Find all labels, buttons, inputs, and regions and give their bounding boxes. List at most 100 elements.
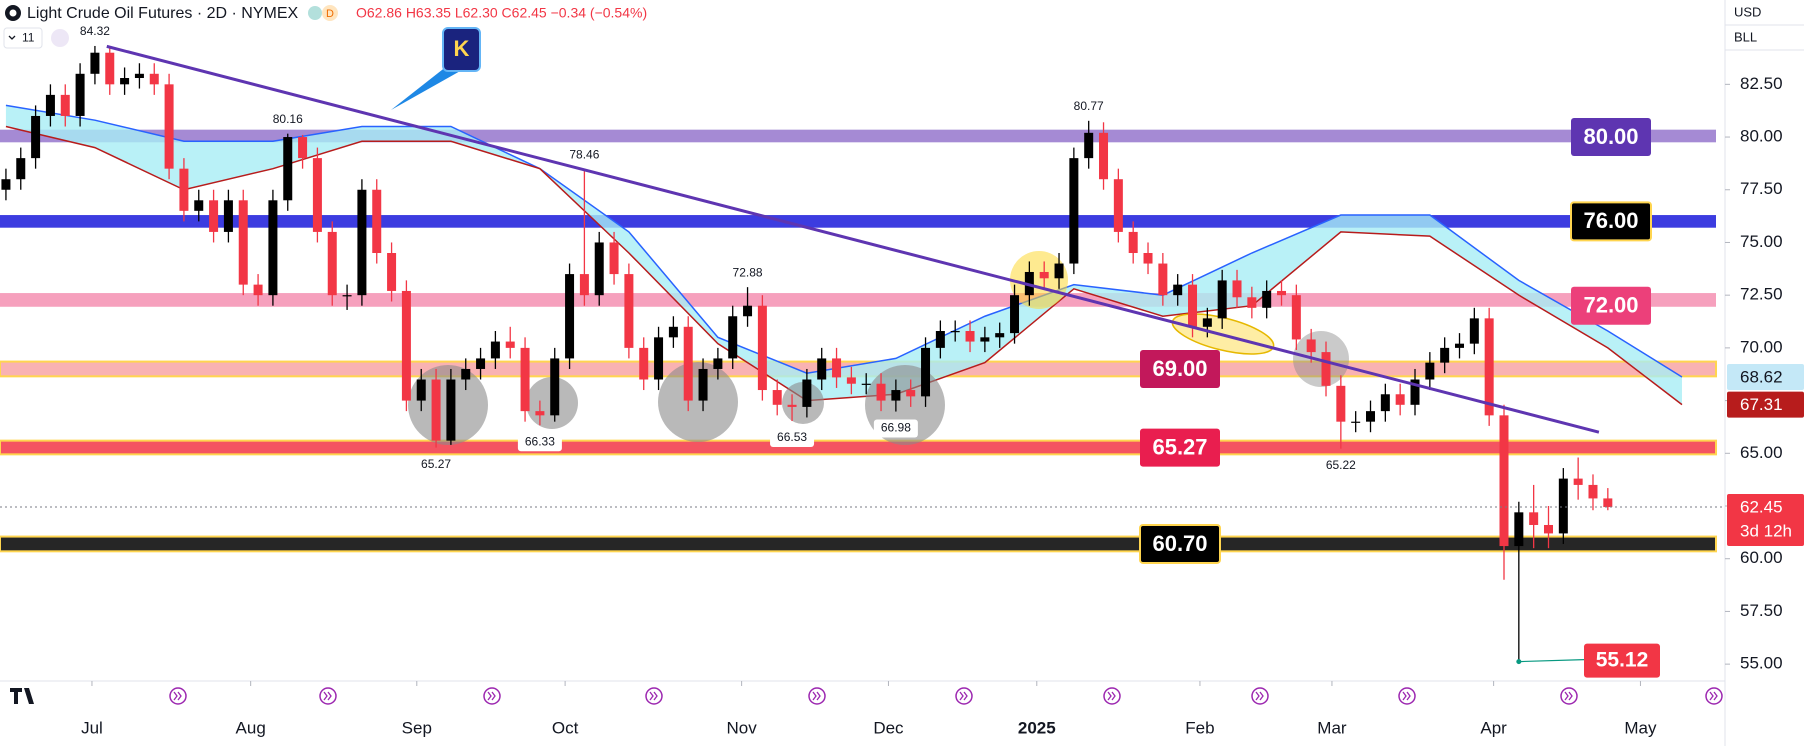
candle-body (357, 189, 367, 296)
candle-body (476, 358, 486, 369)
event-icon[interactable] (169, 687, 187, 705)
candle-body (16, 158, 26, 180)
candle-body (1484, 318, 1494, 416)
candle-body (1173, 284, 1183, 296)
candle-body (490, 341, 500, 359)
candle-body (1202, 318, 1212, 327)
candle-body (387, 253, 397, 291)
indicator-toggle[interactable] (3, 27, 43, 49)
candle-body (31, 115, 41, 159)
candle-body (401, 290, 411, 401)
candle-body (446, 379, 456, 441)
low-label: 66.98 (881, 421, 911, 435)
event-icon-glyph (649, 691, 658, 701)
candle-body (846, 377, 856, 384)
unit[interactable]: BLL (1734, 29, 1757, 44)
logo[interactable] (10, 688, 34, 704)
level-band (0, 535, 1717, 553)
candle-body (1469, 318, 1479, 344)
symbol-title[interactable]: Light Crude Oil Futures · 2D · NYMEX (27, 5, 299, 22)
x-tick-label: May (1624, 718, 1657, 737)
candle-body (1232, 280, 1242, 298)
candle-body (1128, 231, 1138, 254)
level-box (1140, 349, 1220, 388)
candle-body (149, 73, 159, 85)
low-label-bg (414, 455, 459, 474)
event-icon-glyph (812, 691, 821, 701)
level-band (0, 293, 1716, 307)
candle-body (772, 390, 782, 405)
candle-body (283, 137, 293, 201)
candle-body (683, 326, 693, 401)
candle-body (535, 411, 545, 416)
y-tick-label: 77.50 (1740, 179, 1783, 198)
candle-body (1291, 295, 1301, 340)
event-icon[interactable] (1103, 687, 1121, 705)
candle-body (550, 358, 560, 416)
marker-pointer (391, 66, 462, 110)
overlays: 84.32 80.16 78.46 72.88 80.77 65.27 66.33 66.53… (0, 24, 1725, 678)
candle-body (1529, 512, 1539, 525)
candle-body (876, 383, 886, 401)
low-label-bg (1318, 456, 1363, 475)
level-band (0, 439, 1717, 456)
candle-body (164, 84, 174, 169)
last-price-tag: 62.45 (1740, 498, 1783, 517)
candle-body (861, 383, 871, 385)
low-label-bg (517, 433, 562, 452)
event-icon[interactable] (955, 687, 973, 705)
candle-body (1440, 347, 1450, 363)
candle-body (1158, 263, 1168, 296)
event-icon[interactable] (319, 687, 337, 705)
candle-body (253, 284, 263, 296)
candle-body (209, 200, 219, 232)
badge[interactable]: D (326, 8, 334, 20)
candle-body (90, 52, 100, 74)
event-icon[interactable] (1560, 687, 1578, 705)
candle-body (312, 158, 322, 232)
indicator-count[interactable]: 11 (22, 31, 35, 45)
candle-body (743, 305, 753, 317)
candle-body (995, 333, 1005, 338)
event-icon[interactable] (483, 687, 501, 705)
header: Light Crude Oil Futures · 2D · NYMEX D O… (3, 5, 647, 704)
candle-body (1366, 411, 1376, 422)
candle-body (194, 200, 204, 211)
candle-body (965, 331, 975, 342)
event-icon[interactable] (1251, 687, 1269, 705)
candle-body (120, 78, 130, 85)
level-box (1571, 286, 1651, 325)
event-icon-glyph (959, 691, 968, 701)
low-box (1584, 643, 1660, 678)
badge-bg (322, 5, 338, 21)
event-icon[interactable] (808, 687, 826, 705)
low-connector (1518, 659, 1585, 663)
candle-body (45, 94, 55, 116)
marker-label[interactable]: K (454, 36, 470, 61)
candle-body (802, 379, 812, 407)
candle-body (372, 189, 382, 254)
event-icon[interactable] (645, 687, 663, 705)
level-band (0, 129, 1716, 143)
candle-body (1425, 362, 1435, 380)
currency[interactable]: USD (1734, 4, 1761, 19)
candle-body (60, 94, 70, 116)
x-tick-label: Apr (1480, 718, 1507, 737)
countdown: 3d 12h (1740, 522, 1792, 541)
candle-body (1188, 284, 1198, 327)
level-box (1570, 201, 1652, 242)
candle-body (223, 200, 233, 232)
event-icon[interactable] (1398, 687, 1416, 705)
event-icon[interactable] (1705, 687, 1723, 705)
event-icon-glyph (1709, 691, 1718, 701)
sync-icon[interactable] (51, 29, 69, 47)
candle-body (1039, 271, 1049, 279)
candle-body (75, 73, 85, 116)
candle-body (1277, 290, 1287, 296)
candle-body (134, 73, 144, 79)
plot-area: 84.32 80.16 78.46 72.88 80.77 65.27 66.33 66.53… (0, 24, 1725, 678)
symbol-icon-inner (9, 9, 17, 17)
